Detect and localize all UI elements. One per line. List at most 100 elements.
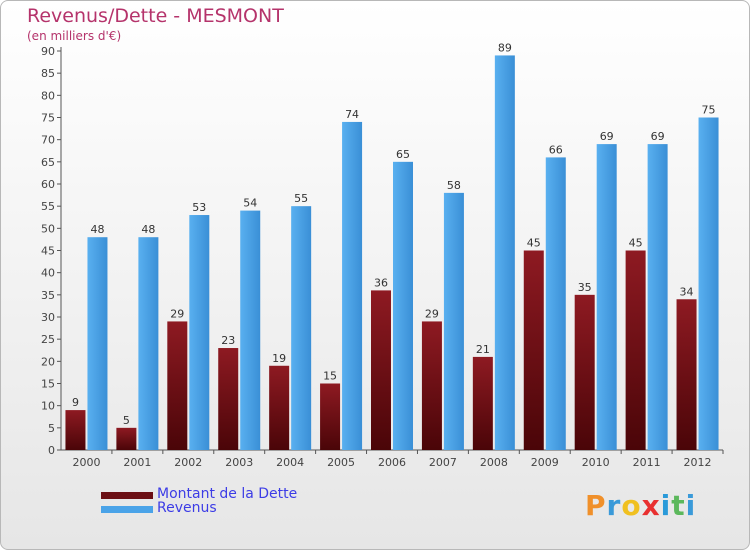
- data-label-dette: 29: [170, 307, 184, 320]
- x-tick-label: 2008: [480, 456, 508, 469]
- data-label-dette: 35: [578, 281, 592, 294]
- y-tick-label: 25: [41, 333, 55, 346]
- x-tick-label: 2002: [174, 456, 202, 469]
- bar-dette: [625, 250, 646, 450]
- bar-revenus: [342, 121, 363, 450]
- chart-subtitle: (en milliers d'€): [27, 29, 122, 43]
- logo-letter: i: [685, 489, 697, 522]
- data-label-revenus: 53: [192, 201, 206, 214]
- chart-title: Revenus/Dette - MESMONT: [27, 5, 284, 27]
- x-tick-label: 2010: [582, 456, 610, 469]
- y-tick-label: 15: [41, 378, 55, 391]
- bar-dette: [523, 250, 544, 450]
- legend-swatch-dette: [101, 492, 153, 499]
- data-label-revenus: 66: [549, 143, 563, 156]
- data-label-revenus: 89: [498, 41, 512, 54]
- bar-revenus: [596, 144, 617, 450]
- bar-revenus: [87, 237, 108, 450]
- x-tick-label: 2007: [429, 456, 457, 469]
- y-tick-label: 35: [41, 289, 55, 302]
- y-tick-label: 20: [41, 355, 55, 368]
- y-tick-label: 40: [41, 267, 55, 280]
- bar-revenus: [494, 55, 515, 450]
- y-tick-label: 80: [41, 89, 55, 102]
- data-label-dette: 5: [123, 414, 130, 427]
- bar-revenus: [291, 206, 312, 450]
- bar-revenus: [545, 157, 566, 450]
- bar-dette: [421, 321, 442, 450]
- y-tick-label: 50: [41, 222, 55, 235]
- data-label-dette: 29: [425, 307, 439, 320]
- data-label-revenus: 69: [651, 130, 665, 143]
- bar-revenus: [698, 117, 719, 450]
- y-tick-label: 70: [41, 134, 55, 147]
- x-tick-label: 2004: [276, 456, 304, 469]
- y-tick-label: 75: [41, 112, 55, 125]
- data-label-dette: 34: [680, 285, 694, 298]
- x-tick-label: 2011: [633, 456, 661, 469]
- legend-swatch-revenus: [101, 506, 153, 513]
- y-tick-label: 45: [41, 245, 55, 258]
- bar-dette: [218, 348, 239, 450]
- x-tick-label: 2006: [378, 456, 406, 469]
- logo-letter: r: [606, 489, 622, 522]
- bar-revenus: [647, 144, 668, 450]
- data-label-revenus: 74: [345, 108, 359, 121]
- labels-layer: 9 48 5 48 29 53 23 54 19 55 15 74 36 65 29 58 21 89 45 66 35…: [72, 41, 716, 426]
- data-label-revenus: 54: [243, 197, 257, 210]
- data-label-dette: 9: [72, 396, 79, 409]
- data-label-revenus: 48: [90, 223, 104, 236]
- bar-revenus: [240, 210, 261, 450]
- data-label-dette: 36: [374, 276, 388, 289]
- bars-layer: [65, 55, 719, 451]
- x-tick-label: 2005: [327, 456, 355, 469]
- data-label-revenus: 48: [141, 223, 155, 236]
- bar-revenus: [138, 237, 159, 450]
- legend-label-revenus: Revenus: [157, 500, 217, 516]
- data-label-revenus: 55: [294, 192, 308, 205]
- bar-dette: [65, 410, 86, 450]
- bar-dette: [676, 299, 697, 450]
- data-label-dette: 45: [527, 237, 541, 250]
- y-tick-label: 90: [41, 45, 55, 58]
- data-label-dette: 23: [221, 334, 235, 347]
- x-tick-label: 2003: [225, 456, 253, 469]
- x-tick-label: 2012: [684, 456, 712, 469]
- bar-revenus: [443, 192, 464, 450]
- data-label-dette: 21: [476, 343, 490, 356]
- logo-letter: P: [585, 489, 607, 522]
- y-tick-label: 10: [41, 400, 55, 413]
- bar-dette: [472, 356, 493, 450]
- logo-letter: x: [641, 489, 661, 522]
- data-label-revenus: 58: [447, 179, 461, 192]
- x-tick-label: 2000: [72, 456, 100, 469]
- data-label-dette: 19: [272, 352, 286, 365]
- data-label-dette: 15: [323, 370, 337, 383]
- bar-revenus: [393, 161, 413, 451]
- bar-dette: [320, 383, 341, 450]
- proxiti-logo: Proxiti: [585, 489, 696, 522]
- x-tick-label: 2009: [531, 456, 559, 469]
- logo-letter: t: [671, 489, 686, 522]
- data-label-dette: 45: [629, 237, 643, 250]
- y-tick-label: 65: [41, 156, 55, 169]
- bar-dette: [371, 290, 391, 450]
- y-tick-label: 55: [41, 200, 55, 213]
- bar-revenus: [189, 215, 210, 450]
- y-tick-label: 0: [48, 444, 55, 457]
- x-tick-label: 2001: [123, 456, 151, 469]
- data-label-revenus: 69: [600, 130, 614, 143]
- bar-dette: [574, 294, 595, 450]
- data-label-revenus: 75: [702, 104, 716, 117]
- y-tick-label: 85: [41, 67, 55, 80]
- bar-dette: [269, 365, 290, 450]
- bar-dette: [167, 321, 188, 450]
- y-tick-label: 5: [48, 422, 55, 435]
- bar-dette: [116, 427, 137, 450]
- y-tick-label: 30: [41, 311, 55, 324]
- logo-letter: i: [660, 489, 672, 522]
- legend-label-dette: Montant de la Dette: [157, 486, 298, 502]
- y-tick-label: 60: [41, 178, 55, 191]
